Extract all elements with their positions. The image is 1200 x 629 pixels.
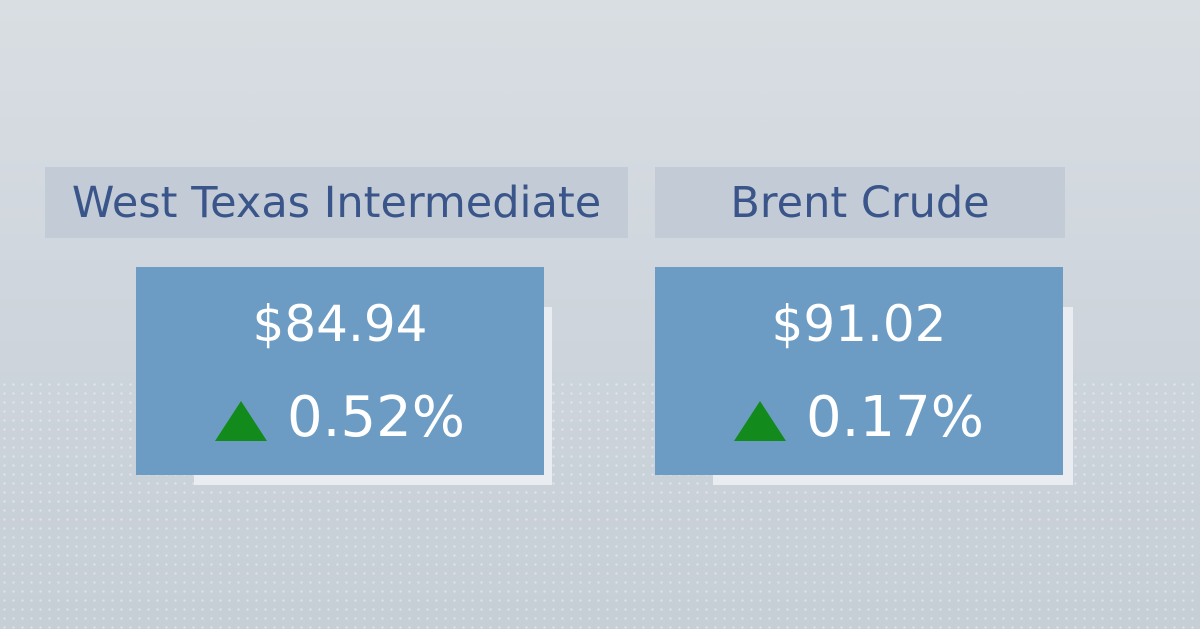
change-row: 0.17% [655, 385, 1063, 450]
price: $84.94 [252, 295, 428, 353]
price: $91.02 [771, 295, 947, 353]
card-shadow [713, 475, 1073, 485]
card-shadow [544, 307, 552, 485]
card-shadow [1063, 307, 1073, 485]
card-shadow [194, 475, 552, 485]
up-arrow [215, 400, 268, 441]
change-row: 0.52% [136, 385, 544, 450]
price-card: $84.94 0.52% [136, 267, 544, 475]
up-arrow [734, 400, 787, 441]
card-title: West Texas Intermediate [45, 167, 628, 238]
change: 0.52% [287, 385, 465, 450]
price-card: $91.02 0.17% [655, 267, 1063, 475]
change: 0.17% [806, 385, 984, 450]
card-title: Brent Crude [655, 167, 1065, 238]
